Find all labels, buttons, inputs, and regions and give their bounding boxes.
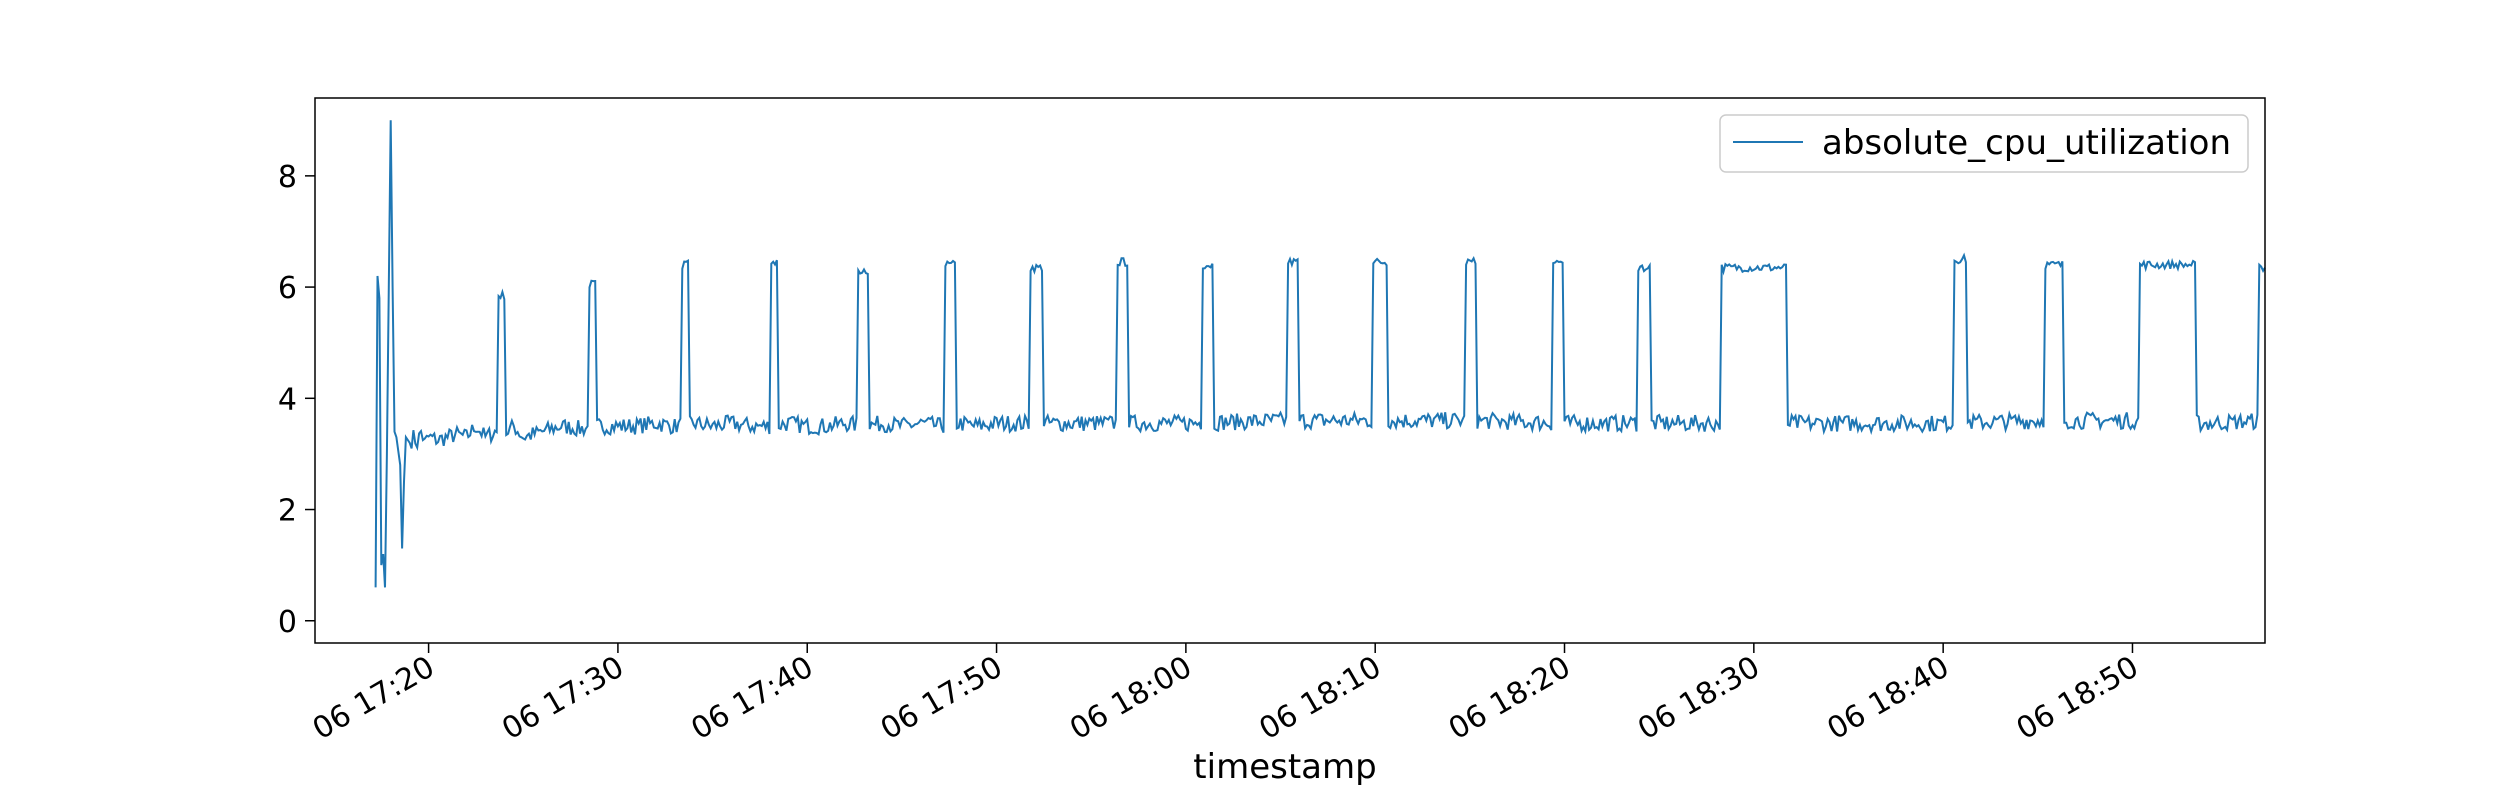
x-tick-label-9: 06 18:50 [2011, 650, 2145, 747]
y-tick-label-2: 4 [278, 382, 297, 417]
x-axis: 06 17:20 06 17:30 06 17:40 06 17:50 06 18:00… [307, 643, 2145, 747]
y-tick-label-4: 8 [278, 160, 297, 195]
legend-box [1719, 114, 2249, 173]
x-tick-label-4: 06 18:00 [1064, 650, 1198, 747]
plot-area [314, 97, 2266, 644]
y-tick-label-3: 6 [278, 271, 297, 306]
x-tick-label-6: 06 18:20 [1443, 650, 1577, 747]
x-tick-label-3: 06 17:50 [875, 650, 1009, 747]
x-axis-label: timestamp [1193, 747, 1376, 787]
axes-frame [314, 97, 2266, 644]
series-line-absolute-cpu-utilization [374, 120, 2266, 588]
x-tick-label-0: 06 17:20 [307, 650, 441, 747]
x-tick-label-2: 06 17:40 [686, 650, 820, 747]
x-tick-label-1: 06 17:30 [496, 650, 630, 747]
y-tick-label-0: 0 [278, 605, 297, 640]
x-tick-label-8: 06 18:40 [1821, 650, 1955, 747]
y-tick-label-1: 2 [278, 494, 297, 529]
y-axis: 0 2 4 6 8 [278, 160, 315, 640]
legend: absolute_cpu_utilization [1719, 114, 2249, 173]
x-tick-label-5: 06 18:10 [1253, 650, 1387, 747]
x-tick-label-7: 06 18:30 [1632, 650, 1766, 747]
legend-entry-absolute-cpu-utilization: absolute_cpu_utilization [1822, 123, 2231, 163]
